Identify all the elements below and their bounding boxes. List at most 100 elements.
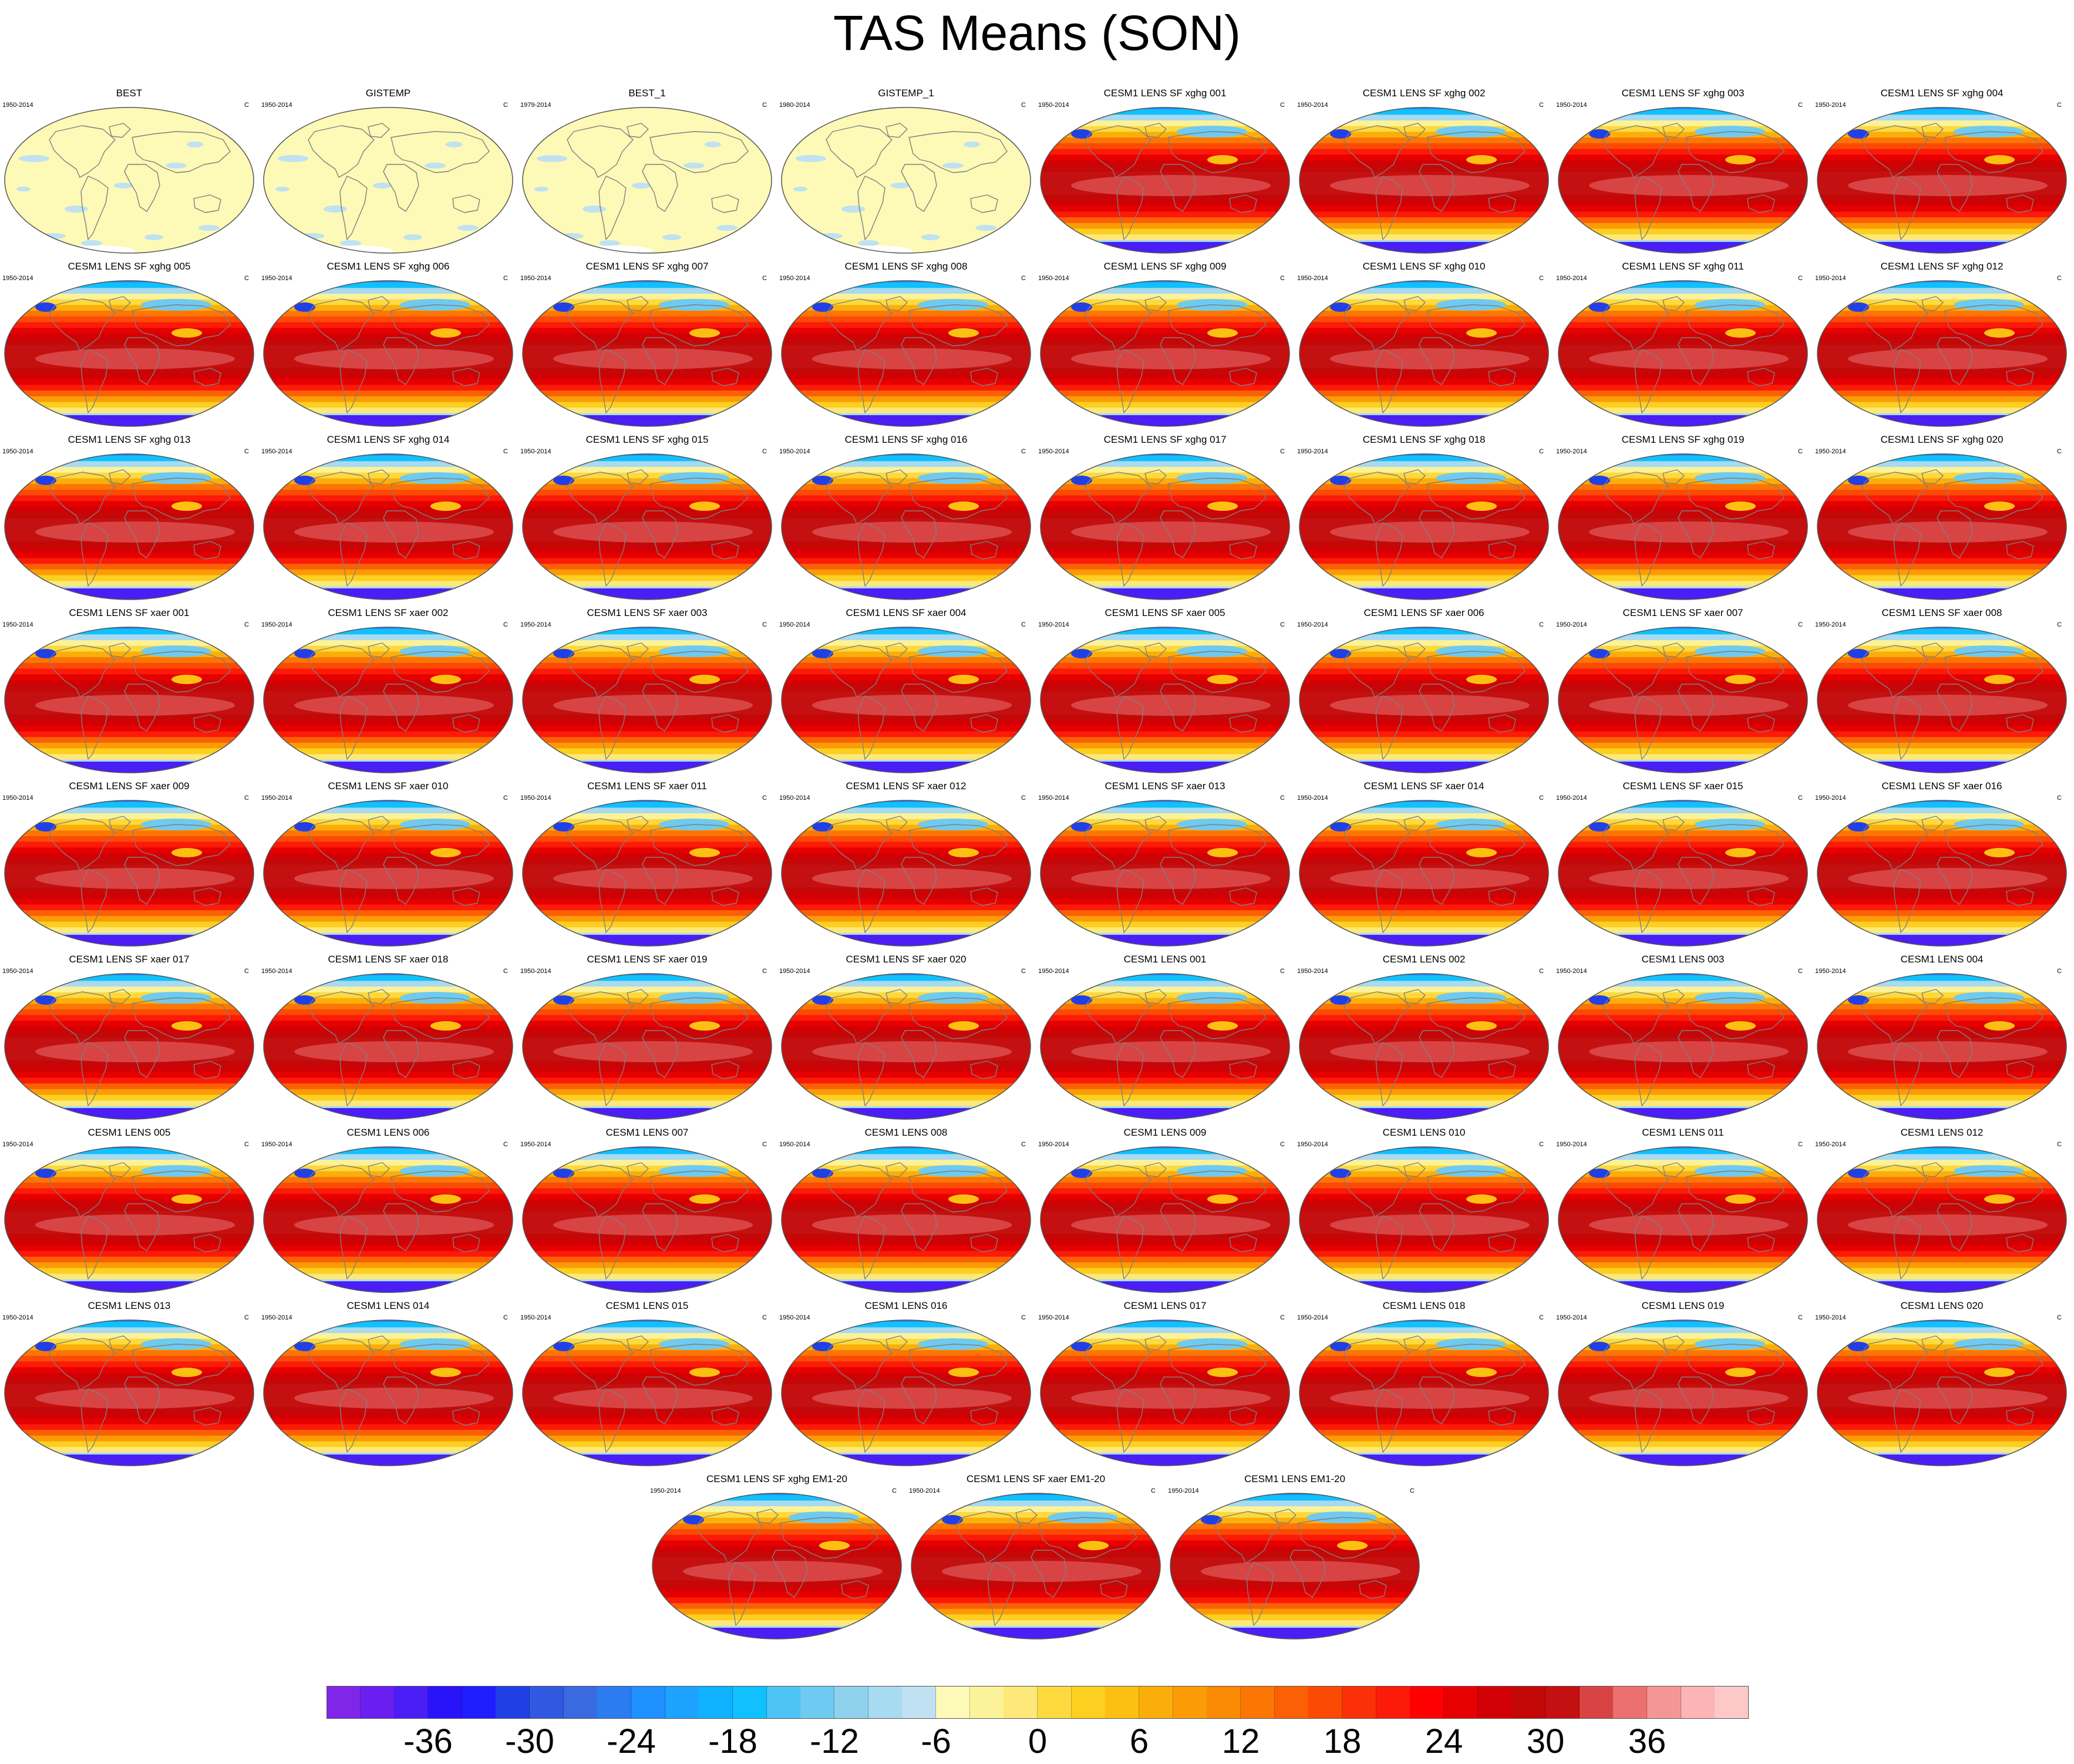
temperature-band — [782, 987, 1031, 993]
temperature-band — [523, 737, 772, 743]
temperature-band — [5, 501, 254, 508]
coastline — [1937, 857, 1973, 905]
temperature-band — [264, 1009, 513, 1016]
panel-period: 1950-2014 — [1556, 1141, 1587, 1148]
temperature-band — [1041, 507, 1289, 513]
tibet-cold-spot — [689, 1021, 720, 1031]
temperature-band — [5, 1320, 254, 1322]
panel-units: C — [762, 275, 767, 282]
colorbar-tick-label: -12 — [810, 1722, 859, 1760]
tibet-cold-spot — [430, 501, 461, 511]
coastline — [1144, 123, 1167, 138]
coastline — [339, 522, 368, 587]
temperature-band — [5, 1089, 254, 1096]
warm-pool — [294, 695, 494, 716]
colorbar-box — [1139, 1686, 1173, 1719]
coastline — [1419, 1376, 1455, 1425]
temperature-band — [264, 311, 513, 317]
panel-title: CESM1 LENS SF xghg 014 — [326, 434, 450, 445]
coastline — [1747, 714, 1775, 733]
temperature-band — [5, 1061, 254, 1067]
coastline — [308, 645, 375, 698]
temperature-band — [782, 627, 1031, 629]
colorbar-box — [1477, 1686, 1512, 1719]
temperature-band — [5, 628, 254, 635]
map-border — [1040, 280, 1290, 427]
temperature-band — [1041, 847, 1289, 854]
temperature-band — [523, 546, 772, 553]
map-ellipse — [1299, 800, 1549, 947]
temperature-band — [1041, 132, 1289, 139]
temperature-band — [1817, 1009, 2066, 1016]
temperature-band — [1299, 518, 1548, 525]
antarctica-band — [1558, 415, 1807, 426]
temperature-band — [911, 1534, 1160, 1541]
coastline — [1229, 1407, 1257, 1426]
panel-units: C — [762, 795, 767, 802]
panel-units: C — [1021, 448, 1026, 455]
temperature-band — [782, 1373, 1031, 1379]
temperature-band — [1558, 501, 1807, 508]
coastline — [567, 298, 634, 351]
temperature-band — [264, 859, 513, 866]
panel-title: CESM1 LENS SF xaer 018 — [328, 954, 449, 965]
temperature-band — [5, 748, 254, 755]
temperature-band — [1299, 472, 1548, 479]
temperature-band — [1041, 1004, 1289, 1010]
anomaly-patch — [19, 155, 49, 162]
coastline — [1426, 824, 1526, 866]
temperature-band — [264, 334, 513, 340]
temperature-band — [1299, 507, 1548, 513]
coastline — [1344, 125, 1410, 178]
temperature-band — [782, 802, 1031, 809]
temperature-band — [782, 311, 1031, 317]
temperature-band — [652, 1580, 901, 1587]
map-ellipse — [522, 1319, 772, 1466]
greenland-cold-spot — [35, 1342, 56, 1351]
temperature-band — [1558, 294, 1807, 300]
map-panel: BEST_1 1979-2014 C — [518, 87, 776, 257]
colorbar-box — [733, 1686, 767, 1719]
temperature-band — [1041, 501, 1289, 508]
temperature-band — [782, 748, 1031, 755]
panel-title: BEST — [116, 87, 143, 99]
temperature-band — [1299, 691, 1548, 698]
panel-title: CESM1 LENS SF xghg 008 — [844, 261, 968, 272]
tibet-cold-spot — [171, 328, 202, 338]
temperature-band — [1299, 1089, 1548, 1096]
coastline — [49, 645, 116, 698]
temperature-band — [1817, 396, 2066, 403]
temperature-band — [1558, 1424, 1807, 1431]
warm-pool — [35, 1041, 235, 1062]
colorbar-box — [631, 1686, 665, 1719]
temperature-band — [523, 1194, 772, 1201]
colorbar-tick-label: -18 — [708, 1722, 757, 1760]
tibet-cold-spot — [1725, 155, 1756, 164]
temperature-band — [1817, 1026, 2066, 1033]
coastline — [598, 695, 627, 760]
temperature-band — [1041, 1061, 1289, 1067]
temperature-band — [1299, 981, 1548, 988]
colorbar-box — [462, 1686, 496, 1719]
temperature-band — [1041, 223, 1289, 230]
temperature-band — [1299, 1032, 1548, 1039]
temperature-band — [5, 1100, 254, 1107]
tibet-cold-spot — [948, 1368, 979, 1377]
panel-title: CESM1 LENS SF xghg 001 — [1103, 87, 1227, 99]
temperature-band — [1299, 288, 1548, 295]
temperature-band — [264, 974, 513, 976]
colorbar-tick-label: -6 — [921, 1722, 951, 1760]
coastline — [1426, 997, 1526, 1039]
panel-units: C — [2057, 1141, 2062, 1148]
temperature-band — [1558, 819, 1807, 826]
temperature-band — [5, 1009, 254, 1016]
temperature-band — [1041, 680, 1289, 686]
coastline — [1144, 469, 1167, 484]
map-panel: CESM1 LENS SF xghg 019 1950-2014 C — [1554, 433, 1812, 604]
panel-period: 1950-2014 — [1038, 448, 1069, 455]
coastline — [1944, 477, 2043, 520]
temperature-band — [5, 1072, 254, 1079]
panel-period: 1950-2014 — [1297, 621, 1328, 628]
temperature-band — [782, 628, 1031, 635]
temperature-band — [523, 1321, 772, 1328]
